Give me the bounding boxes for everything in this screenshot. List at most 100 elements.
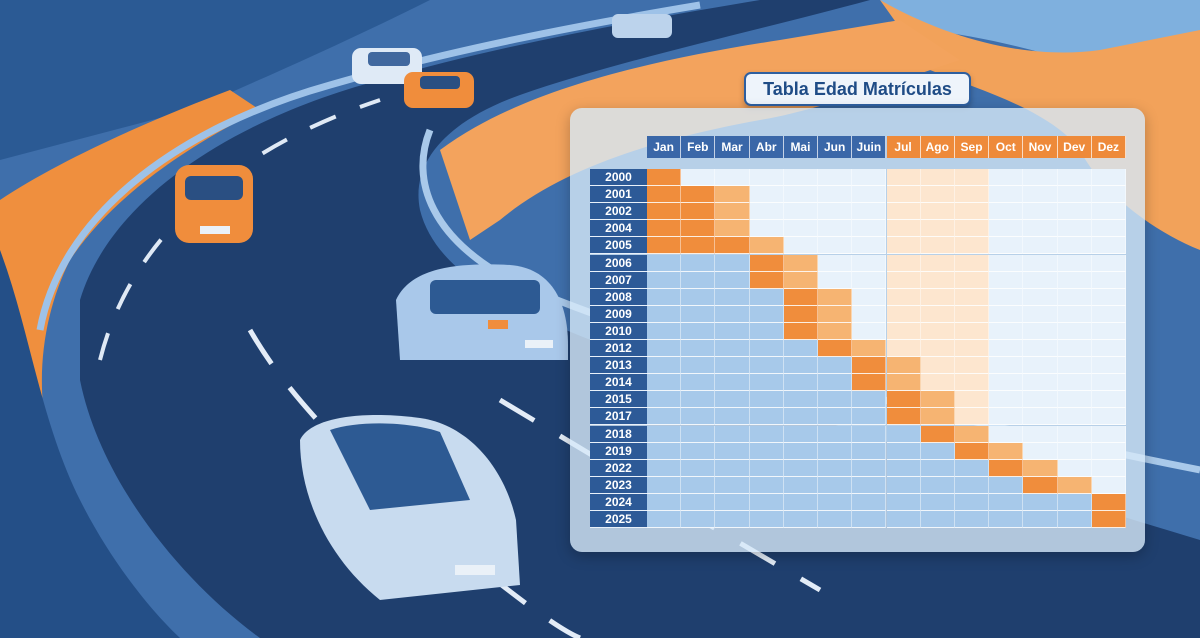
table-cell [852, 203, 887, 221]
table-cell [818, 511, 853, 529]
table-cell [954, 374, 990, 392]
year-label: 2006 [590, 254, 647, 272]
car-white-far [352, 48, 422, 84]
table-cell [1023, 511, 1058, 529]
table-cell [681, 186, 716, 204]
table-cell [783, 305, 819, 323]
table-cell [920, 288, 955, 306]
table-cell [749, 340, 784, 358]
table-cell [783, 459, 819, 477]
table-cell [749, 391, 784, 409]
table-cell [920, 476, 955, 494]
table-cell [715, 254, 750, 272]
year-label: 2009 [590, 305, 647, 323]
month-header: Dev [1057, 136, 1092, 158]
year-label: 2025 [590, 511, 647, 529]
distant-hills [0, 0, 1200, 120]
table-cell [647, 169, 682, 187]
table-cell [818, 305, 853, 323]
table-cell [1091, 305, 1126, 323]
table-cell [1023, 357, 1058, 375]
table-cell [1057, 305, 1092, 323]
table-cell [818, 493, 853, 511]
table-cell [954, 237, 990, 255]
table-cell [647, 374, 682, 392]
table-cell [852, 357, 887, 375]
table-cell [681, 442, 716, 460]
table-cell [954, 442, 990, 460]
table-cell [989, 322, 1024, 340]
table-cell [749, 288, 784, 306]
table-cell [886, 442, 921, 460]
table-cell [852, 186, 887, 204]
year-label: 2013 [590, 357, 647, 375]
table-cell [715, 271, 750, 289]
table-cell [1023, 186, 1058, 204]
table-cell [647, 271, 682, 289]
table-cell [1091, 476, 1126, 494]
table-cell [1091, 459, 1126, 477]
table-cell [852, 169, 887, 187]
table-cell [818, 442, 853, 460]
table-cell [818, 203, 853, 221]
table-cell [1057, 493, 1092, 511]
table-cell [749, 186, 784, 204]
table-cell [715, 476, 750, 494]
table-cell [886, 408, 921, 426]
table-cell [715, 322, 750, 340]
table-cell [886, 459, 921, 477]
table-cell [681, 305, 716, 323]
table-cell [886, 391, 921, 409]
year-label: 2012 [590, 340, 647, 358]
month-header: Jan [647, 136, 682, 158]
table-cell [852, 459, 887, 477]
table-cell [715, 186, 750, 204]
table-cell [1023, 459, 1058, 477]
table-cell [920, 493, 955, 511]
table-cell [989, 391, 1024, 409]
table-cell [920, 186, 955, 204]
table-cell [1091, 237, 1126, 255]
table-cell [749, 357, 784, 375]
table-cell [715, 357, 750, 375]
table-cell [954, 357, 990, 375]
table-cell [920, 391, 955, 409]
table-cell [1091, 254, 1126, 272]
table-cell [989, 425, 1024, 443]
table-cell [681, 459, 716, 477]
table-cell [1057, 408, 1092, 426]
year-label: 2007 [590, 271, 647, 289]
year-label: 2024 [590, 493, 647, 511]
table-cell [920, 305, 955, 323]
table-cell [954, 169, 990, 187]
table-cell [818, 408, 853, 426]
table-cell [783, 408, 819, 426]
table-cell [852, 408, 887, 426]
table-cell [681, 340, 716, 358]
table-cell [749, 271, 784, 289]
table-cell [886, 169, 921, 187]
table-cell [681, 288, 716, 306]
table-cell [1091, 442, 1126, 460]
table-cell [749, 493, 784, 511]
table-cell [783, 203, 819, 221]
table-cell [886, 476, 921, 494]
table-cell [954, 391, 990, 409]
table-cell [1023, 476, 1058, 494]
table-cell [749, 169, 784, 187]
table-cell [1057, 442, 1092, 460]
table-cell [886, 237, 921, 255]
month-header: Oct [989, 136, 1024, 158]
table-cell [920, 425, 955, 443]
table-cell [1057, 322, 1092, 340]
table-cell [818, 374, 853, 392]
month-header: Nov [1023, 136, 1058, 158]
table-cell [818, 322, 853, 340]
table-cell [783, 442, 819, 460]
table-cell [886, 203, 921, 221]
table-cell [1023, 442, 1058, 460]
car-orange-front [175, 165, 253, 243]
car-white-front [300, 414, 520, 600]
table-cell [749, 425, 784, 443]
table-cell [681, 425, 716, 443]
